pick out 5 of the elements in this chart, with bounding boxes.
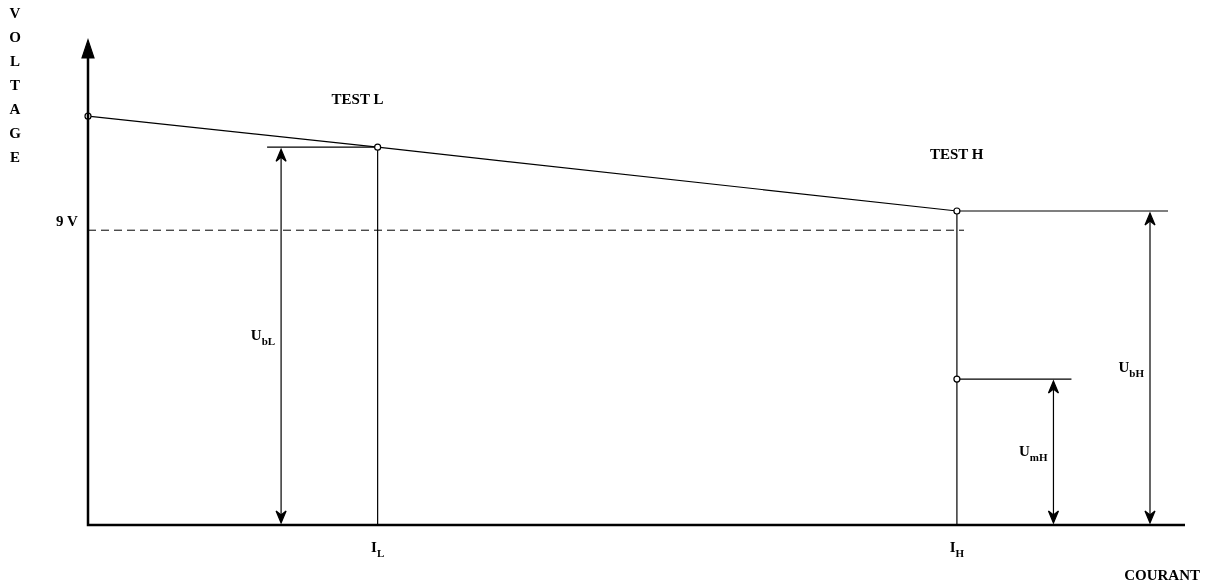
text: TEST L xyxy=(331,91,384,108)
annotation: TEST H xyxy=(930,145,984,162)
x-axis-title: COURANT xyxy=(1124,566,1201,583)
ref-line-label: 9 V xyxy=(55,213,78,230)
y-axis-title: VOLTAGE xyxy=(9,4,22,165)
